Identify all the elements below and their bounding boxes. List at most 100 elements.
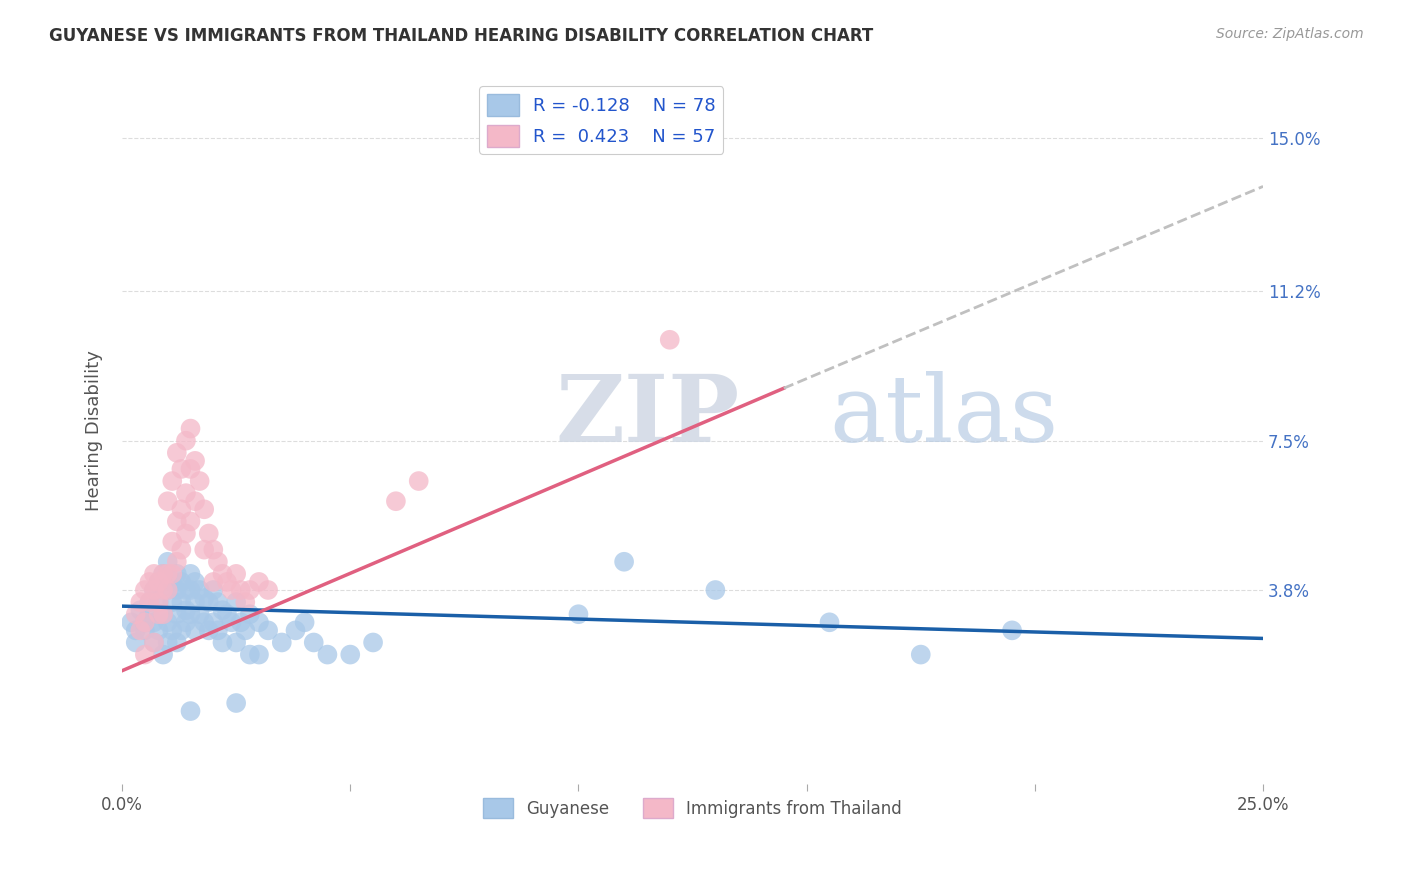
- Point: [138, 595, 160, 609]
- Point: [162, 624, 184, 638]
- Point: [162, 595, 184, 609]
- Point: [134, 615, 156, 630]
- Point: [134, 624, 156, 638]
- Point: [162, 534, 184, 549]
- Point: [148, 624, 170, 638]
- Point: [207, 595, 229, 609]
- Point: [910, 648, 932, 662]
- Point: [143, 615, 166, 630]
- Point: [152, 582, 174, 597]
- Point: [184, 454, 207, 468]
- Point: [339, 648, 361, 662]
- Point: [197, 624, 219, 638]
- Point: [148, 595, 170, 609]
- Point: [184, 574, 207, 589]
- Point: [211, 566, 233, 581]
- Point: [361, 635, 384, 649]
- Point: [184, 624, 207, 638]
- Point: [166, 635, 188, 649]
- Point: [1001, 624, 1024, 638]
- Point: [166, 515, 188, 529]
- Point: [156, 635, 179, 649]
- Point: [225, 635, 247, 649]
- Point: [152, 582, 174, 597]
- Point: [408, 474, 430, 488]
- Point: [179, 582, 201, 597]
- Point: [143, 635, 166, 649]
- Point: [129, 603, 152, 617]
- Point: [170, 462, 193, 476]
- Point: [184, 595, 207, 609]
- Point: [156, 566, 179, 581]
- Point: [221, 615, 243, 630]
- Point: [225, 595, 247, 609]
- Point: [207, 624, 229, 638]
- Y-axis label: Hearing Disability: Hearing Disability: [86, 351, 103, 511]
- Point: [174, 615, 197, 630]
- Point: [233, 595, 256, 609]
- Point: [225, 696, 247, 710]
- Point: [166, 566, 188, 581]
- Point: [148, 595, 170, 609]
- Point: [247, 648, 270, 662]
- Point: [179, 421, 201, 435]
- Point: [207, 555, 229, 569]
- Point: [188, 607, 211, 622]
- Point: [294, 615, 316, 630]
- Point: [170, 624, 193, 638]
- Point: [156, 582, 179, 597]
- Point: [257, 624, 280, 638]
- Text: ZIP: ZIP: [555, 371, 740, 461]
- Point: [193, 591, 215, 605]
- Point: [215, 574, 238, 589]
- Point: [179, 462, 201, 476]
- Point: [188, 474, 211, 488]
- Point: [152, 566, 174, 581]
- Point: [658, 333, 681, 347]
- Point: [143, 582, 166, 597]
- Point: [174, 526, 197, 541]
- Point: [225, 566, 247, 581]
- Point: [239, 648, 262, 662]
- Point: [202, 582, 225, 597]
- Point: [152, 607, 174, 622]
- Point: [197, 526, 219, 541]
- Point: [174, 486, 197, 500]
- Point: [166, 555, 188, 569]
- Point: [188, 582, 211, 597]
- Point: [170, 502, 193, 516]
- Point: [247, 574, 270, 589]
- Point: [316, 648, 339, 662]
- Point: [162, 574, 184, 589]
- Point: [613, 555, 636, 569]
- Point: [202, 615, 225, 630]
- Point: [202, 542, 225, 557]
- Point: [170, 574, 193, 589]
- Point: [247, 615, 270, 630]
- Point: [567, 607, 589, 622]
- Point: [221, 582, 243, 597]
- Point: [148, 574, 170, 589]
- Point: [143, 582, 166, 597]
- Point: [385, 494, 408, 508]
- Point: [174, 434, 197, 448]
- Point: [211, 603, 233, 617]
- Point: [129, 595, 152, 609]
- Point: [818, 615, 841, 630]
- Point: [179, 566, 201, 581]
- Point: [202, 574, 225, 589]
- Point: [125, 624, 148, 638]
- Point: [156, 555, 179, 569]
- Point: [156, 582, 179, 597]
- Point: [257, 582, 280, 597]
- Point: [156, 615, 179, 630]
- Point: [152, 607, 174, 622]
- Point: [704, 582, 727, 597]
- Text: Source: ZipAtlas.com: Source: ZipAtlas.com: [1216, 27, 1364, 41]
- Point: [138, 607, 160, 622]
- Point: [174, 582, 197, 597]
- Point: [166, 582, 188, 597]
- Point: [143, 566, 166, 581]
- Point: [179, 607, 201, 622]
- Point: [152, 648, 174, 662]
